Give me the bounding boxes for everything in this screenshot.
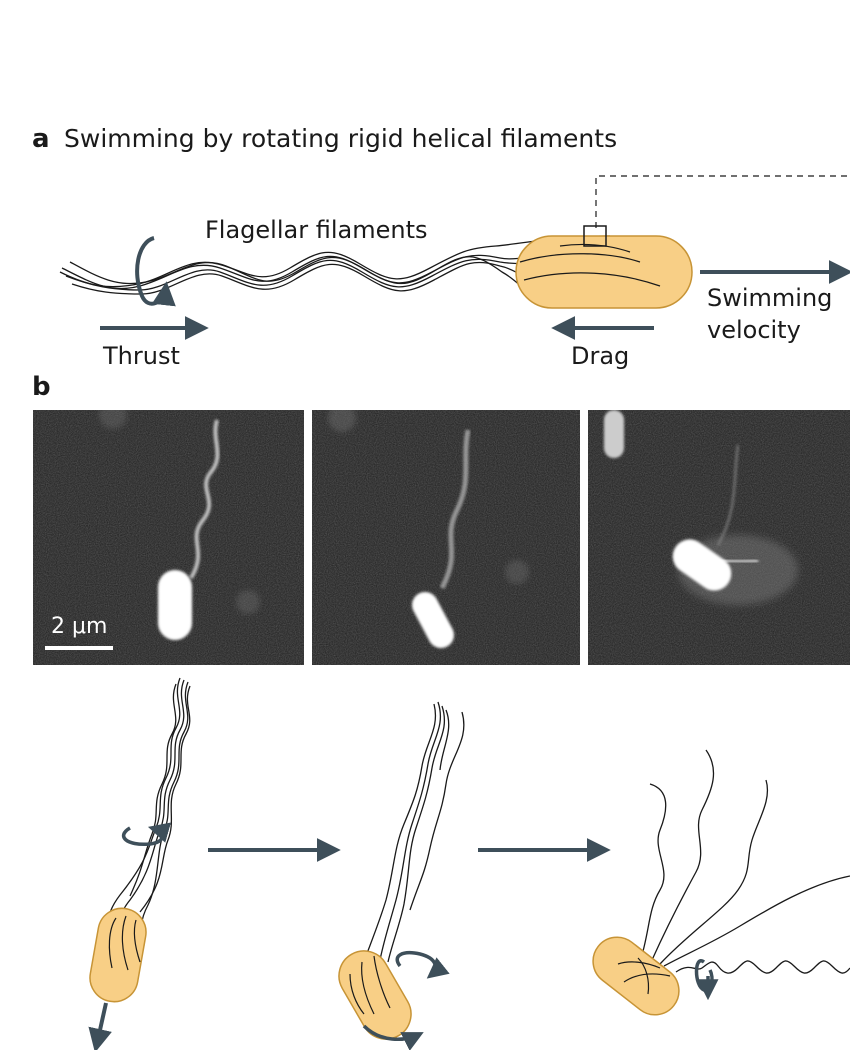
schematic-cell-3 xyxy=(592,749,850,1016)
flagellar-filaments-label: Flagellar filaments xyxy=(205,216,428,244)
panel-a-title: Swimming by rotating rigid helical filam… xyxy=(64,124,618,153)
micrograph-frame-2 xyxy=(312,410,580,665)
cell-body xyxy=(515,235,693,309)
thrust-label: Thrust xyxy=(103,342,180,370)
zoom-box xyxy=(583,225,607,247)
scale-bar xyxy=(45,646,113,650)
swimming-velocity-label-line1: Swimming xyxy=(707,284,833,312)
flagellar-bundle xyxy=(59,235,641,309)
panel-a-letter: a xyxy=(32,124,50,154)
micrograph-frame-3 xyxy=(588,410,850,665)
scale-bar-label: 2 μm xyxy=(51,614,108,639)
schematic-cell-2 xyxy=(338,701,465,1050)
panel-b-letter: b xyxy=(32,372,51,402)
swimming-velocity-label-line2: velocity xyxy=(707,316,801,344)
rotation-arrow xyxy=(135,236,176,307)
micrograph-frame-1: 2 μm xyxy=(33,410,304,665)
zoom-callout-line xyxy=(595,175,850,228)
drag-label: Drag xyxy=(571,342,630,370)
schematic-cell-1 xyxy=(88,677,191,1050)
